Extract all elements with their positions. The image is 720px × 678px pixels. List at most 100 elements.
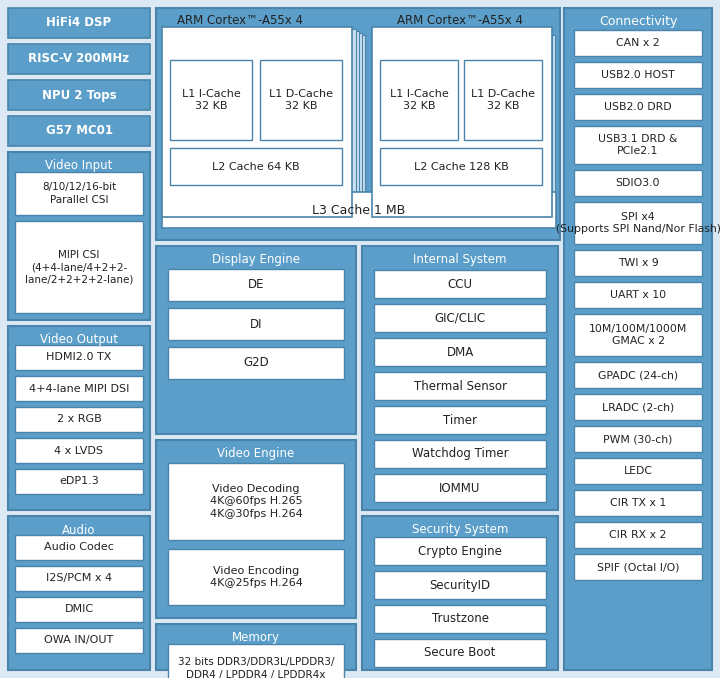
- Text: I2S/PCM x 4: I2S/PCM x 4: [46, 574, 112, 584]
- Bar: [15, 376, 143, 401]
- Text: L3 Cache 1 MB: L3 Cache 1 MB: [312, 203, 405, 216]
- Bar: [374, 372, 546, 400]
- Bar: [15, 469, 143, 494]
- Bar: [374, 304, 546, 332]
- Text: Connectivity: Connectivity: [599, 16, 678, 28]
- Bar: [168, 644, 344, 678]
- Text: NPU 2 Tops: NPU 2 Tops: [42, 89, 117, 102]
- Text: USB2.0 DRD: USB2.0 DRD: [604, 102, 672, 112]
- Text: CAN x 2: CAN x 2: [616, 38, 660, 48]
- Bar: [15, 407, 143, 432]
- Bar: [374, 639, 546, 667]
- Text: eDP1.3: eDP1.3: [59, 477, 99, 487]
- Bar: [374, 474, 546, 502]
- Text: CIR RX x 2: CIR RX x 2: [609, 530, 667, 540]
- Text: Crypto Engine: Crypto Engine: [418, 544, 502, 557]
- Text: 10M/100M/1000M
GMAC x 2: 10M/100M/1000M GMAC x 2: [589, 324, 687, 346]
- Bar: [382, 33, 552, 223]
- Text: LEDC: LEDC: [624, 466, 652, 476]
- Bar: [464, 60, 542, 140]
- Bar: [574, 522, 702, 548]
- Bar: [564, 8, 712, 670]
- Bar: [15, 597, 143, 622]
- Text: LRADC (2-ch): LRADC (2-ch): [602, 402, 674, 412]
- Text: Display Engine: Display Engine: [212, 254, 300, 266]
- Text: L1 D-Cache
32 KB: L1 D-Cache 32 KB: [471, 89, 535, 111]
- Bar: [168, 463, 344, 540]
- Bar: [260, 60, 342, 140]
- Text: L2 Cache 128 KB: L2 Cache 128 KB: [413, 161, 508, 172]
- Bar: [172, 33, 362, 223]
- Text: TWI x 9: TWI x 9: [618, 258, 658, 268]
- Text: Video Encoding
4K@25fps H.264: Video Encoding 4K@25fps H.264: [210, 566, 302, 589]
- Text: OWA IN/OUT: OWA IN/OUT: [45, 635, 114, 645]
- Bar: [372, 27, 552, 217]
- Bar: [574, 458, 702, 484]
- Text: 4 x LVDS: 4 x LVDS: [55, 445, 104, 456]
- Text: SPIF (Octal I/O): SPIF (Octal I/O): [597, 562, 679, 572]
- Text: 2 x RGB: 2 x RGB: [57, 414, 102, 424]
- Text: USB2.0 HOST: USB2.0 HOST: [601, 70, 675, 80]
- Bar: [380, 148, 542, 185]
- Bar: [362, 516, 558, 670]
- Bar: [374, 571, 546, 599]
- Bar: [574, 170, 702, 196]
- Text: Video Input: Video Input: [45, 159, 113, 172]
- Bar: [169, 31, 359, 221]
- Bar: [574, 94, 702, 120]
- Text: CIR TX x 1: CIR TX x 1: [610, 498, 666, 508]
- Text: SDIO3.0: SDIO3.0: [616, 178, 660, 188]
- Bar: [15, 221, 143, 313]
- Bar: [374, 605, 546, 633]
- Bar: [15, 535, 143, 560]
- Bar: [156, 624, 356, 670]
- Bar: [156, 8, 560, 240]
- Bar: [574, 394, 702, 420]
- Text: RISC-V 200MHz: RISC-V 200MHz: [28, 52, 130, 66]
- Bar: [175, 35, 365, 225]
- Text: L2 Cache 64 KB: L2 Cache 64 KB: [212, 161, 300, 172]
- Bar: [574, 490, 702, 516]
- Text: IOMMU: IOMMU: [439, 481, 481, 494]
- Bar: [168, 269, 344, 301]
- Bar: [156, 246, 356, 434]
- Bar: [574, 282, 702, 308]
- Text: SPI x4
(Supports SPI Nand/Nor Flash): SPI x4 (Supports SPI Nand/Nor Flash): [556, 212, 720, 234]
- Text: UART x 10: UART x 10: [610, 290, 666, 300]
- Text: HDMI2.0 TX: HDMI2.0 TX: [46, 353, 112, 363]
- Bar: [168, 549, 344, 605]
- Bar: [168, 308, 344, 340]
- Bar: [15, 172, 143, 215]
- Text: G57 MC01: G57 MC01: [45, 125, 112, 138]
- Bar: [168, 347, 344, 379]
- Text: 8/10/12/16-bit
Parallel CSI: 8/10/12/16-bit Parallel CSI: [42, 182, 116, 205]
- Text: Internal System: Internal System: [413, 254, 507, 266]
- Text: GIC/CLIC: GIC/CLIC: [434, 311, 485, 325]
- Text: L1 I-Cache
32 KB: L1 I-Cache 32 KB: [390, 89, 449, 111]
- Bar: [15, 566, 143, 591]
- Text: Video Output: Video Output: [40, 334, 118, 346]
- Text: DI: DI: [250, 317, 262, 330]
- Text: Video Engine: Video Engine: [217, 447, 294, 460]
- Bar: [15, 628, 143, 653]
- Text: Security System: Security System: [412, 523, 508, 536]
- Text: DE: DE: [248, 279, 264, 292]
- Text: Secure Boot: Secure Boot: [424, 647, 495, 660]
- Bar: [15, 438, 143, 463]
- Bar: [574, 554, 702, 580]
- Text: L1 D-Cache
32 KB: L1 D-Cache 32 KB: [269, 89, 333, 111]
- Bar: [8, 80, 150, 110]
- Bar: [8, 326, 150, 510]
- Text: Trustzone: Trustzone: [431, 612, 488, 626]
- Bar: [374, 338, 546, 366]
- Bar: [8, 116, 150, 146]
- Bar: [574, 314, 702, 356]
- Text: GPADC (24-ch): GPADC (24-ch): [598, 370, 678, 380]
- Bar: [170, 60, 252, 140]
- Bar: [574, 126, 702, 164]
- Text: 32 bits DDR3/DDR3L/LPDDR3/
DDR4 / LPDDR4 / LPDDR4x: 32 bits DDR3/DDR3L/LPDDR3/ DDR4 / LPDDR4…: [178, 657, 334, 678]
- Text: HiFi4 DSP: HiFi4 DSP: [46, 16, 112, 30]
- Bar: [162, 27, 352, 217]
- Text: ARM Cortex™-A55x 4: ARM Cortex™-A55x 4: [177, 14, 303, 26]
- Bar: [166, 29, 356, 219]
